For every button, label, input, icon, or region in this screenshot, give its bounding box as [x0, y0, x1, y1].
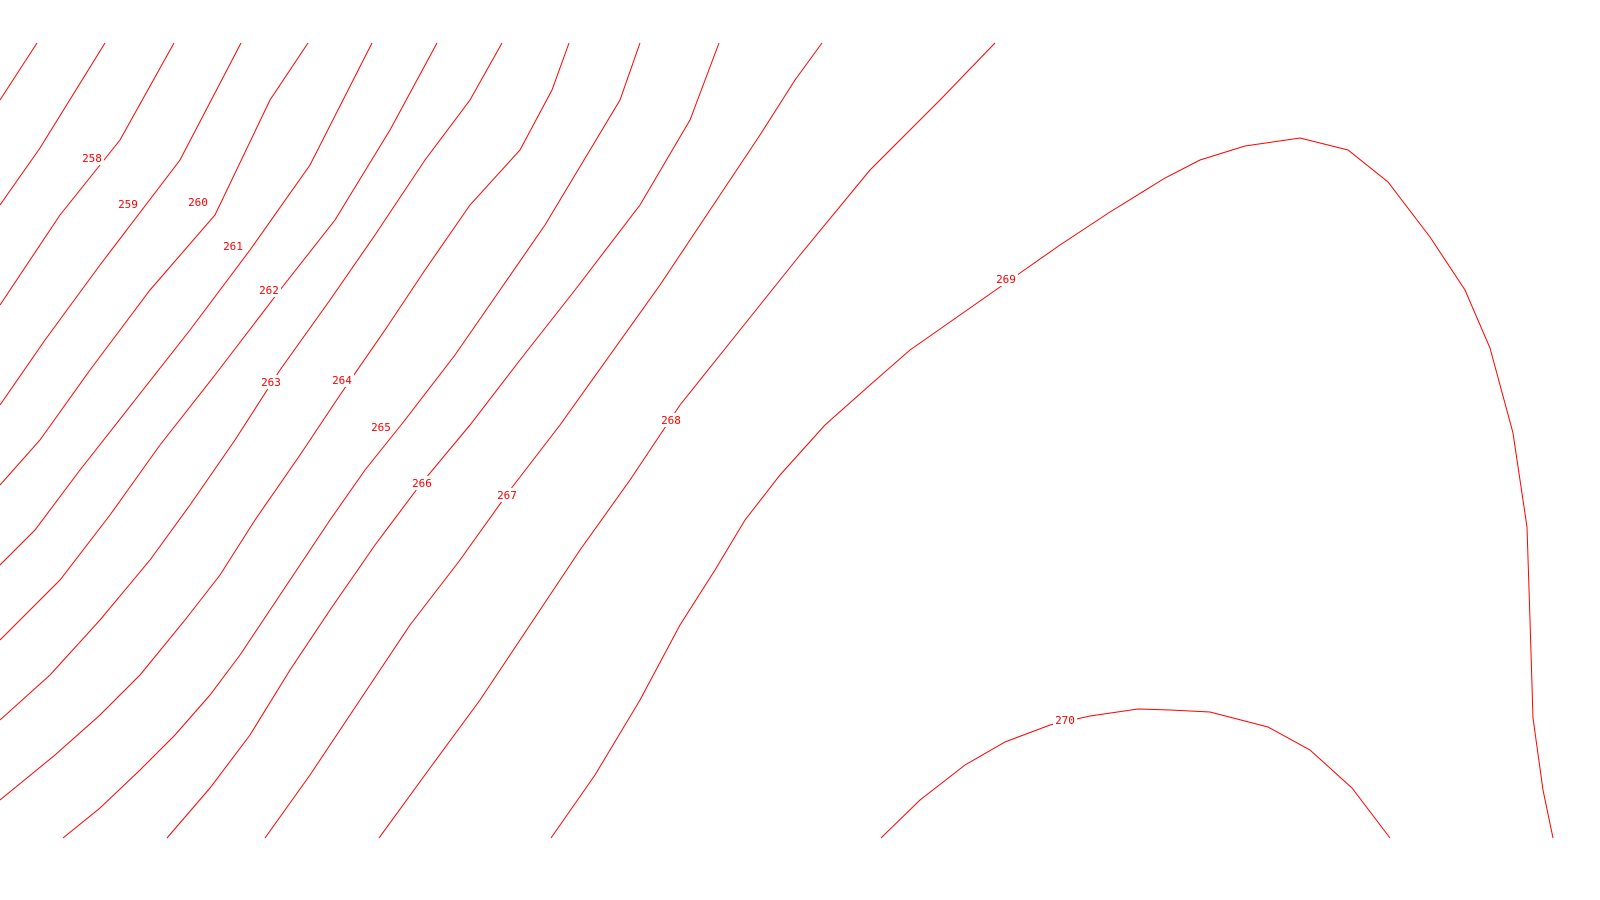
contour-label-261: 261 [221, 239, 245, 253]
contour-label-270-text: 270 [1055, 714, 1075, 727]
contour-line-263 [0, 42, 438, 641]
contour-label-259: 259 [116, 197, 140, 211]
contour-line-270 [550, 137, 1554, 839]
contour-label-262-text: 262 [259, 284, 279, 297]
contour-label-263: 263 [259, 375, 283, 389]
contour-label-265: 265 [369, 420, 393, 434]
contour-label-267: 267 [495, 488, 519, 502]
contour-line-258 [0, 42, 106, 206]
contour-line-265 [0, 42, 570, 801]
contour-line-259 [0, 42, 175, 306]
contour-label-265-text: 265 [371, 421, 391, 434]
contour-label-258-text: 258 [82, 152, 102, 165]
contour-line-266 [62, 42, 641, 839]
contour-lines [0, 42, 1554, 839]
contour-line-269 [378, 42, 996, 839]
contour-label-261-text: 261 [223, 240, 243, 253]
contour-line-260 [0, 42, 242, 406]
contour-line-268 [264, 42, 823, 839]
contour-label-268: 268 [659, 413, 683, 427]
contour-line-261 [0, 42, 309, 486]
contour-label-260-text: 260 [188, 196, 208, 209]
contour-line-264 [0, 42, 503, 721]
contour-label-262: 262 [257, 283, 281, 297]
contour-label-267-text: 267 [497, 489, 517, 502]
contour-label-258: 258 [80, 151, 104, 165]
contour-label-268-text: 268 [661, 414, 681, 427]
contour-label-269-text: 269 [996, 273, 1016, 286]
contour-label-263-text: 263 [261, 376, 281, 389]
contour-label-270: 270 [1053, 713, 1077, 727]
contour-line-271 [880, 708, 1391, 839]
contour-label-266: 266 [410, 476, 434, 490]
contour-labels: 258 259 260 261 262 263 264 265 [80, 151, 1077, 727]
contour-label-266-text: 266 [412, 477, 432, 490]
contour-label-269: 269 [994, 272, 1018, 286]
contour-label-259-text: 259 [118, 198, 138, 211]
contour-line-267 [166, 42, 720, 839]
contour-label-260: 260 [186, 195, 210, 209]
contour-label-264: 264 [330, 373, 354, 387]
contour-label-264-text: 264 [332, 374, 352, 387]
contour-line-257 [0, 42, 38, 101]
contour-line-262 [0, 42, 373, 566]
